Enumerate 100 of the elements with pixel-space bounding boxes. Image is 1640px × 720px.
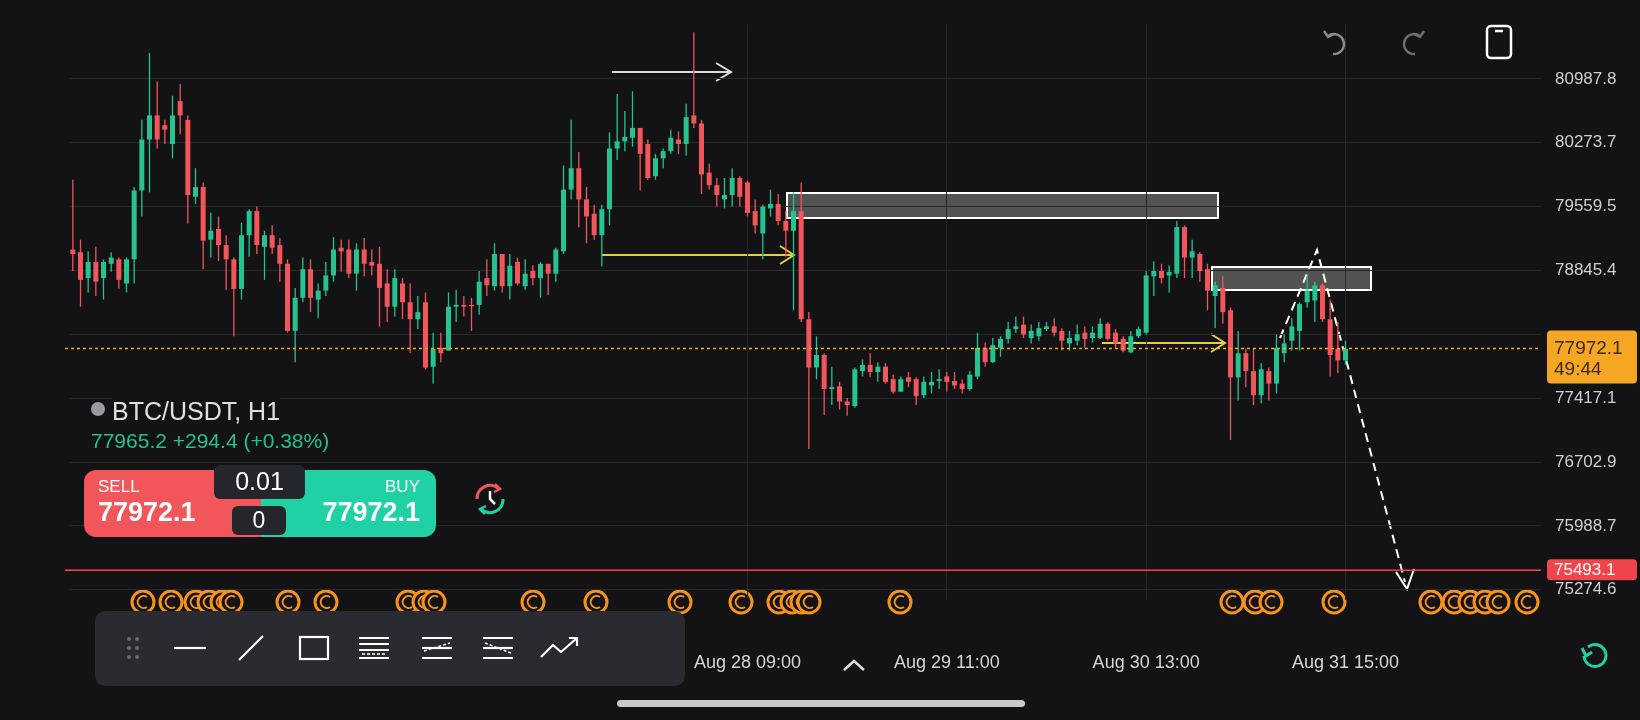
candlestick xyxy=(162,119,168,145)
y-tick-label: 77417.1 xyxy=(1555,387,1617,407)
candlestick xyxy=(461,295,467,318)
candlestick xyxy=(1097,317,1103,340)
candlestick xyxy=(522,258,528,291)
y-tick-label: 76702.9 xyxy=(1555,451,1617,471)
candlestick xyxy=(93,246,99,297)
x-tick-label: Aug 30 13:00 xyxy=(1092,651,1200,672)
candlestick xyxy=(775,193,781,227)
candlestick xyxy=(515,256,520,286)
candlestick xyxy=(1028,323,1034,345)
candlestick xyxy=(1159,263,1164,285)
candlestick xyxy=(1067,330,1072,352)
candlestick xyxy=(1281,333,1287,363)
candlestick xyxy=(1105,321,1111,342)
annotation: 77972.1 xyxy=(98,497,196,528)
candlestick xyxy=(737,175,743,208)
candlestick xyxy=(1197,251,1203,283)
candlestick xyxy=(1335,321,1341,374)
annotation: SELL xyxy=(98,477,140,497)
candlestick xyxy=(361,237,367,277)
candlestick xyxy=(430,332,436,385)
text: 77965.2 +294.4 (+0.38%) xyxy=(91,429,330,453)
candlestick xyxy=(752,198,758,235)
candlestick xyxy=(1212,281,1218,329)
candlestick xyxy=(568,119,574,201)
candlestick xyxy=(1266,366,1272,402)
x-tick-label: Aug 31 15:00 xyxy=(1291,651,1400,672)
y-tick-label: 78845.4 xyxy=(1555,260,1617,280)
candlestick xyxy=(1205,263,1210,311)
y-tick-label: 80273.7 xyxy=(1555,132,1617,152)
candlestick xyxy=(630,90,635,148)
candlestick xyxy=(1059,327,1065,352)
y-tick-label: 75988.7 xyxy=(1555,515,1617,535)
candlestick xyxy=(1243,348,1249,388)
candlestick xyxy=(369,248,375,277)
candlestick xyxy=(653,153,658,181)
candlestick xyxy=(1021,315,1026,339)
candlestick xyxy=(384,268,390,323)
candlestick xyxy=(1082,325,1088,349)
candlestick xyxy=(101,258,106,301)
y-tick-label: 79559.5 xyxy=(1555,196,1617,216)
candlestick xyxy=(706,163,712,191)
candlestick xyxy=(791,191,796,311)
candlestick xyxy=(1289,317,1295,352)
candlestick xyxy=(691,31,697,129)
candlestick xyxy=(400,277,405,320)
ref-line-label: 75493.1 xyxy=(1554,559,1616,579)
candlestick xyxy=(223,234,229,291)
candlestick xyxy=(415,295,421,330)
candlestick xyxy=(729,167,735,208)
candlestick xyxy=(116,256,122,290)
candlestick xyxy=(990,337,996,364)
candlestick xyxy=(216,215,221,262)
candlestick xyxy=(315,282,321,320)
candlestick xyxy=(814,335,819,380)
candlestick xyxy=(722,177,727,210)
candlestick xyxy=(944,371,950,393)
candlestick xyxy=(1128,330,1134,354)
candlestick xyxy=(829,365,835,406)
candlestick xyxy=(584,186,589,244)
candlestick xyxy=(967,370,973,392)
candlestick xyxy=(407,282,413,354)
candlestick xyxy=(1036,321,1042,342)
candlestick xyxy=(875,361,881,383)
candlestick xyxy=(193,167,198,205)
candlestick xyxy=(1074,323,1080,346)
text: 49:44 xyxy=(1554,357,1602,379)
candlestick xyxy=(921,375,927,399)
candlestick xyxy=(476,270,482,316)
candlestick xyxy=(1113,328,1118,349)
candlestick xyxy=(108,251,114,273)
text: BTC/USDT, H1 xyxy=(112,397,281,426)
candlestick xyxy=(269,224,275,255)
candlestick xyxy=(70,179,76,272)
candlestick xyxy=(538,261,543,299)
candlestick xyxy=(1312,281,1318,323)
candlestick xyxy=(913,376,919,406)
candlestick xyxy=(622,110,628,152)
candlestick xyxy=(1189,239,1195,279)
x-tick-label: Aug 28 09:00 xyxy=(693,651,802,672)
candlestick xyxy=(177,83,183,135)
candlestick xyxy=(936,368,942,390)
candlestick xyxy=(998,335,1003,358)
candlestick xyxy=(668,129,674,155)
annotation: BUY xyxy=(385,477,420,497)
candlestick xyxy=(883,362,888,385)
candlestick xyxy=(714,177,720,208)
candlestick xyxy=(768,188,773,218)
candlestick xyxy=(530,264,536,286)
candlestick xyxy=(660,147,666,169)
candlestick xyxy=(85,250,91,294)
candlestick xyxy=(890,374,896,395)
candlestick xyxy=(676,130,681,155)
candlestick xyxy=(1005,321,1011,345)
annotation: 77972.1 xyxy=(322,497,420,528)
x-tick-label: Aug 29 11:00 xyxy=(893,651,1000,672)
candlestick xyxy=(783,210,789,258)
candlestick xyxy=(323,261,329,297)
candlestick xyxy=(1151,260,1157,297)
